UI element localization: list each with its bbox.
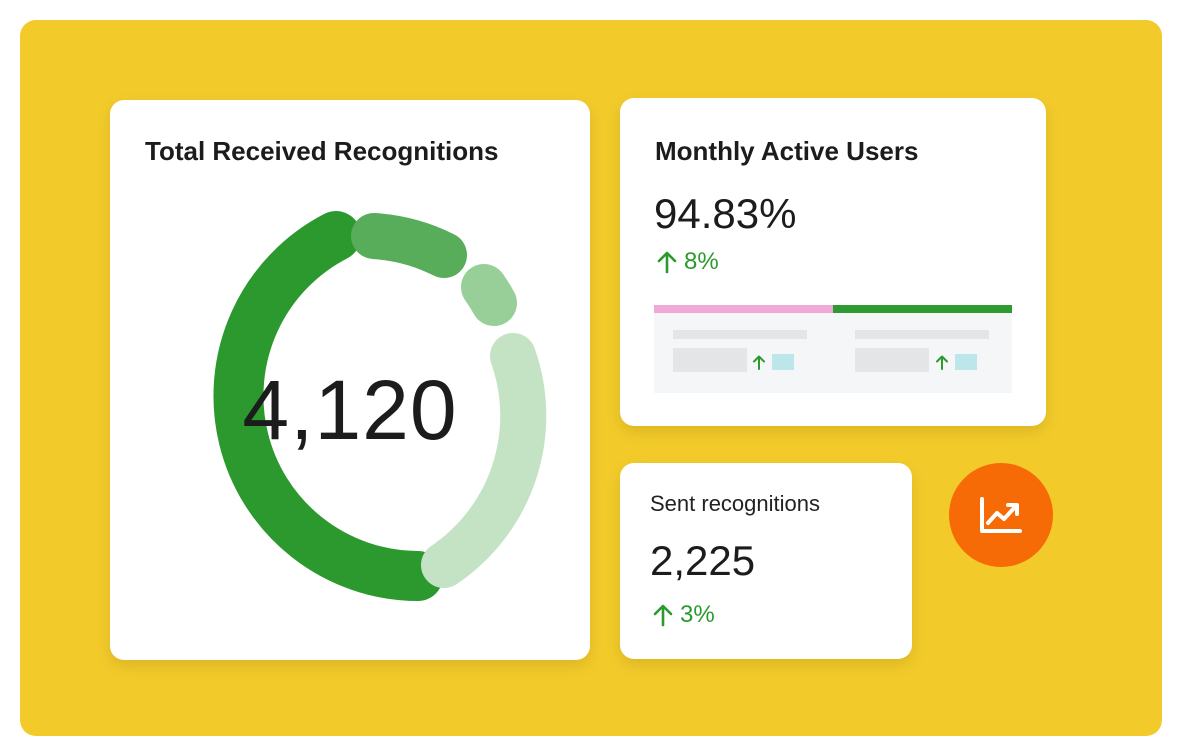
arrow-up-icon	[753, 355, 765, 370]
placeholder-block	[673, 348, 747, 372]
mau-card-title: Monthly Active Users	[655, 136, 919, 166]
mau-change-value: 8%	[684, 248, 719, 275]
sent-change-value: 3%	[680, 601, 715, 628]
monthly-active-users-card: Monthly Active Users 94.83% 8%	[620, 98, 1046, 426]
recognitions-donut-chart	[213, 211, 547, 601]
sent-value: 2,225	[650, 537, 756, 584]
mau-change: 8%	[656, 248, 719, 276]
arrow-up-icon	[936, 355, 948, 370]
trending-up-icon	[980, 497, 1022, 533]
donut-segment-medium	[351, 213, 467, 278]
total-recognitions-value: 4,120	[242, 363, 458, 457]
donut-segment-light	[421, 333, 547, 588]
donut-segment-main	[213, 211, 443, 601]
total-card-title: Total Received Recognitions	[145, 136, 499, 166]
mau-value: 94.83%	[654, 190, 797, 237]
mini-bar-pink	[654, 305, 833, 313]
sent-recognitions-card: Sent recognitions 2,225 3%	[620, 463, 912, 659]
placeholder-pill	[955, 354, 977, 370]
placeholder-line	[673, 330, 807, 339]
total-received-recognitions-card: Total Received Recognitions 4,120	[110, 100, 590, 660]
placeholder-block	[855, 348, 929, 372]
placeholder-pill	[772, 354, 794, 370]
placeholder-line	[855, 330, 989, 339]
analytics-button[interactable]	[949, 463, 1053, 567]
mau-mini-table	[654, 305, 1012, 393]
donut-segment-small	[461, 264, 517, 326]
sent-change: 3%	[652, 601, 715, 629]
arrow-up-icon	[653, 604, 673, 627]
arrow-up-icon	[657, 251, 677, 274]
mini-bar-green	[833, 305, 1012, 313]
sent-card-title: Sent recognitions	[650, 491, 820, 516]
